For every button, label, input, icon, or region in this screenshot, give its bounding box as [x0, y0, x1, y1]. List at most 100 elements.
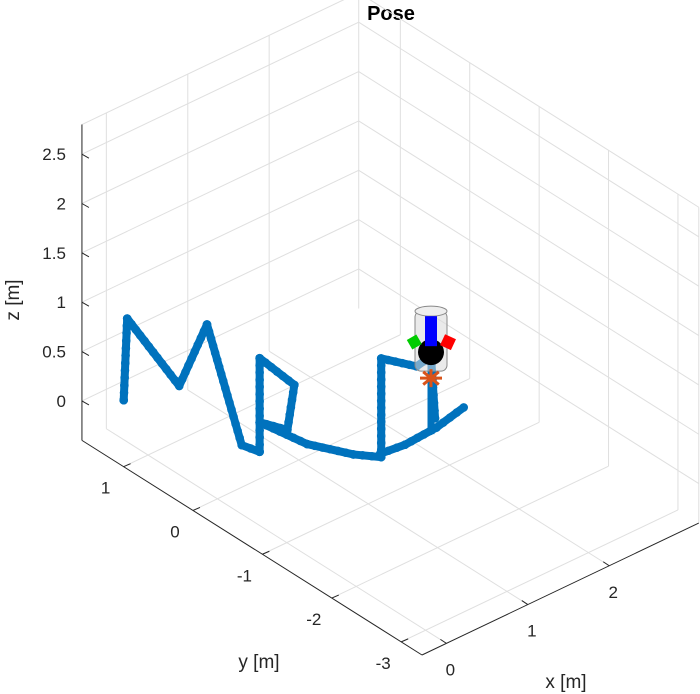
trajectory-point [302, 439, 312, 449]
trajectory-point [283, 425, 292, 435]
trajectory-point [452, 408, 462, 417]
trajectory-point [255, 447, 264, 457]
trajectory-point [119, 388, 129, 398]
y-tick-label: -1 [237, 566, 252, 585]
z-tick-labels: 0 0.5 1 1.5 2 2.5 [42, 145, 66, 411]
y-tick-mark [192, 507, 201, 511]
robot-axis-z [425, 316, 437, 347]
trajectory-point [400, 440, 410, 450]
x-tick-labels: 0 1 2 [446, 583, 618, 680]
robot-axis-y [406, 334, 422, 350]
trajectory-point [268, 424, 278, 433]
y-tick-mark [262, 550, 270, 555]
trajectory-point [120, 381, 129, 390]
trajectory-point [235, 433, 244, 443]
trajectory-point [376, 361, 386, 370]
trajectory-point [272, 367, 282, 376]
trajectory-point [120, 366, 130, 375]
trajectory-point [122, 314, 132, 323]
z-tick-label: 1.5 [42, 244, 66, 263]
trajectory-point [438, 418, 448, 427]
gridline-wall-z [358, 219, 700, 435]
trajectory-point [326, 444, 335, 454]
trajectory-point [255, 389, 264, 399]
z-tick-label: 0.5 [42, 343, 66, 362]
z-tick-mark [81, 351, 90, 356]
trajectory-point [278, 371, 288, 381]
trajectory-point [376, 375, 386, 384]
z-tick-mark [81, 301, 90, 307]
trajectory-point [376, 389, 386, 398]
trajectory-point [376, 382, 386, 391]
trajectory-point [376, 424, 386, 434]
trajectory-point [288, 388, 298, 397]
trajectory-point [255, 425, 264, 435]
trajectory-point [120, 358, 130, 368]
axis-lines [81, 124, 699, 656]
gridline-wall-z2 [81, 120, 359, 254]
gridline-wall-z [358, 21, 700, 238]
gridline-wall-z [358, 268, 700, 485]
gridline-wall-z2 [81, 169, 359, 303]
trajectory-point [193, 340, 203, 350]
trajectory-point [383, 355, 393, 365]
trajectory-point [190, 347, 199, 357]
z-tick-mark [81, 153, 90, 159]
trajectory-point [318, 443, 327, 452]
gridline-wall-z [358, 71, 700, 287]
gridline-wall-z2 [81, 21, 359, 155]
gridline-floor-y [262, 421, 540, 555]
robot-rotor [420, 369, 442, 388]
trajectory-point [119, 395, 129, 405]
trajectory-point [275, 427, 285, 436]
y-tick-label: -3 [376, 654, 391, 673]
trajectory-point [376, 410, 386, 420]
x-axis-label: x [m] [545, 672, 586, 693]
gridline-wall-z2 [81, 71, 359, 204]
trajectory-point [285, 410, 295, 420]
trajectory-point [310, 441, 320, 451]
z-axis-label: z [m] [3, 279, 24, 320]
trajectory-point [204, 327, 214, 336]
trajectory-point [376, 354, 386, 363]
trajectory-point [376, 438, 386, 448]
trajectory-point [255, 397, 264, 406]
trajectory-point [255, 368, 264, 377]
x-axis-line [421, 522, 699, 656]
trajectory-point [255, 440, 264, 449]
z-tick-label: 1 [56, 293, 65, 312]
trajectory-point [266, 362, 276, 372]
trajectory-point [221, 384, 230, 393]
trajectory-point [227, 405, 236, 414]
robot-axis-x [440, 334, 456, 351]
x-tick-label: 2 [608, 583, 617, 602]
trajectory-point [206, 334, 216, 343]
trajectory-point [376, 396, 386, 406]
trajectory-point [174, 381, 184, 391]
trajectory-point [392, 443, 402, 453]
x-tick-label: 0 [446, 660, 455, 679]
trajectory-point [208, 341, 218, 351]
trajectory-point [237, 440, 246, 450]
y-axis-label: y [m] [238, 652, 279, 673]
trajectory-point [122, 329, 131, 338]
trajectory-point [384, 446, 393, 456]
z-tick-label: 2.5 [42, 145, 66, 164]
y-tick-label: 1 [101, 479, 110, 498]
trajectory-point [376, 403, 386, 413]
gridline-wall-z [358, 169, 700, 386]
trajectory-point [178, 374, 187, 384]
trajectory-point [231, 419, 240, 429]
trajectory-series [119, 314, 468, 462]
z-tick-mark [81, 252, 90, 258]
trajectory-point [255, 382, 264, 392]
trajectory-point [367, 451, 377, 461]
trajectory-point [184, 361, 193, 370]
gridline-floor-x [268, 350, 610, 567]
box-edge [81, 0, 345, 125]
y-tick-mark [400, 638, 409, 643]
x-tick-mark [602, 561, 610, 567]
trajectory-point [121, 351, 130, 360]
trajectory-point [225, 398, 234, 407]
x-tick-mark [440, 638, 447, 644]
